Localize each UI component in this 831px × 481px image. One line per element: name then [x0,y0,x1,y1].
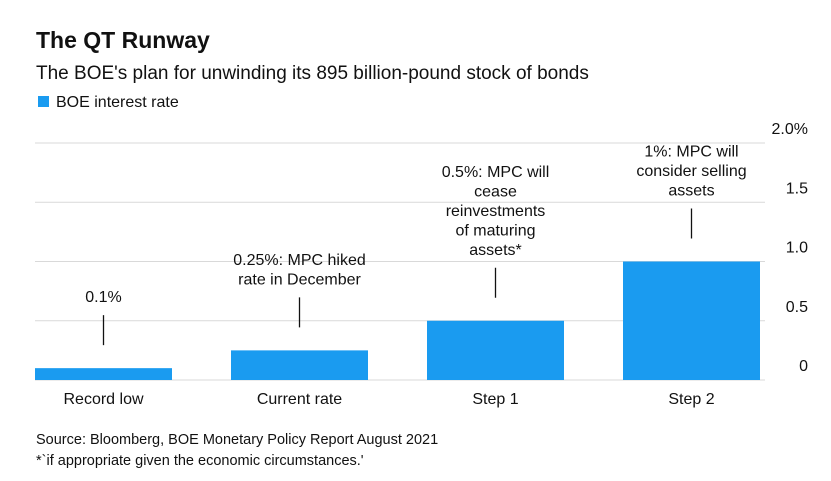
y-tick-label: 1.0 [786,240,808,257]
annotation: 0.25%: MPC hiked [233,252,366,269]
bar [427,320,564,380]
annotation: of maturing [455,222,535,239]
annotation: assets [668,183,714,200]
y-tick-label: 2.0% [772,121,808,138]
annotation: consider selling [636,163,746,180]
y-tick-label: 0 [799,358,808,375]
y-tick-label: 1.5 [786,180,808,197]
annotation: 0.5%: MPC will [442,164,550,181]
legend-label: BOE interest rate [56,94,179,111]
bar [231,350,368,380]
x-tick-label: Record low [63,391,143,408]
legend-swatch [38,96,49,107]
x-tick-label: Current rate [257,391,342,408]
x-tick-label: Step 1 [472,391,518,408]
annotation: rate in December [238,271,361,288]
annotation: cease [474,183,517,200]
x-tick-label: Step 2 [668,391,714,408]
note: *`if appropriate given the economic circ… [36,453,364,469]
chart-subtitle: The BOE's plan for unwinding its 895 bil… [36,63,589,84]
annotation: 1%: MPC will [644,144,738,161]
annotation: 0.1% [85,289,121,306]
chart-title: The QT Runway [36,27,210,53]
y-tick-label: 0.5 [786,299,808,316]
bar [35,368,172,380]
source: Source: Bloomberg, BOE Monetary Policy R… [36,432,438,448]
annotation: reinvestments [446,203,546,220]
bar [623,261,760,380]
annotation: assets* [469,242,521,259]
